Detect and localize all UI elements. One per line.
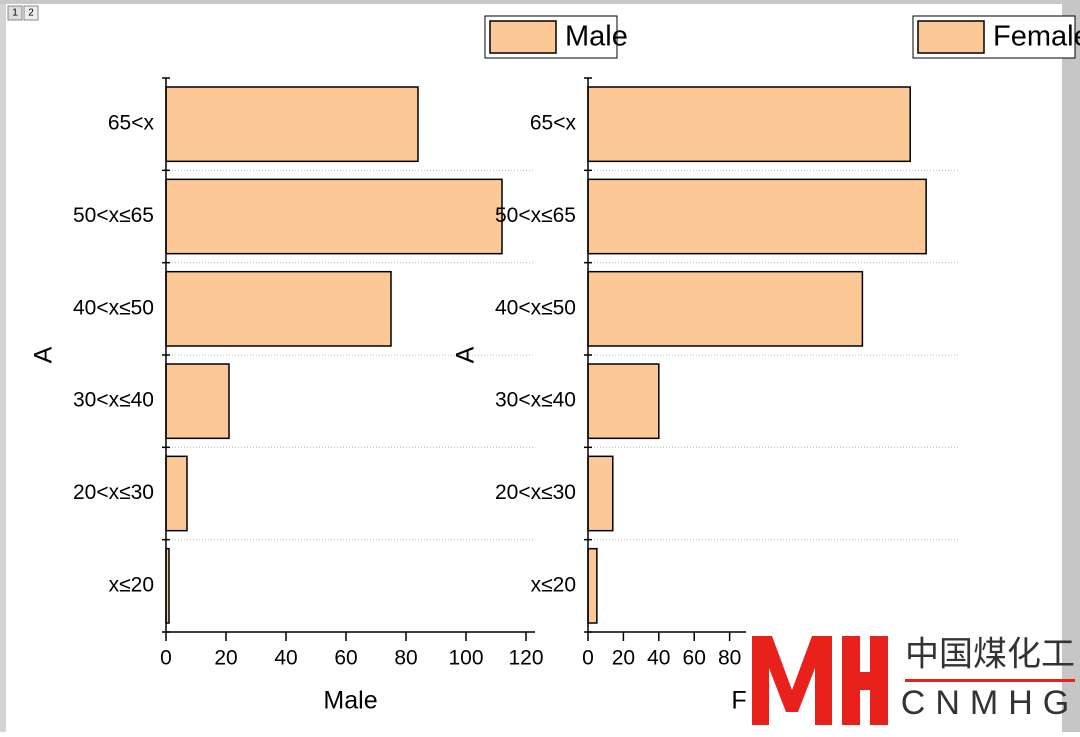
page-tab[interactable] xyxy=(7,5,23,21)
bar xyxy=(587,86,911,163)
top-border xyxy=(0,0,1080,4)
legend-swatch xyxy=(917,20,985,54)
bar xyxy=(165,270,392,347)
y-tick-label: 30<x≤40 xyxy=(73,389,154,412)
x-tick-label: 20 xyxy=(612,647,635,670)
scrollbar[interactable] xyxy=(1062,0,1080,732)
legend-swatch xyxy=(489,20,557,54)
bar xyxy=(587,455,614,532)
bar xyxy=(165,455,188,532)
y-tick-label: x≤20 xyxy=(109,573,154,596)
watermark-subtitle: CNMHG xyxy=(901,684,1079,722)
bar xyxy=(165,86,419,163)
watermark-title: 中国煤化工 xyxy=(905,635,1075,675)
bar xyxy=(587,270,864,347)
bar xyxy=(587,547,598,624)
x-tick-label: 40 xyxy=(274,647,297,670)
logo-m xyxy=(752,636,832,725)
logo-h xyxy=(842,636,888,725)
y-tick-label: 20<x≤30 xyxy=(73,481,154,504)
legend-label: Female xyxy=(993,21,1080,53)
x-tick-label: 0 xyxy=(160,647,172,670)
bar xyxy=(587,363,660,440)
left-border xyxy=(0,0,6,732)
legend-label: Male xyxy=(565,21,628,53)
x-tick-label: 120 xyxy=(508,647,543,670)
x-tick-label: 60 xyxy=(683,647,706,670)
y-tick-label: 40<x≤50 xyxy=(495,296,576,319)
page-tab[interactable] xyxy=(23,5,39,21)
watermark: 中国煤化工 CNMHG xyxy=(746,629,1079,732)
y-tick-label: 50<x≤65 xyxy=(73,204,154,227)
x-tick-label: 0 xyxy=(582,647,594,670)
y-tick-label: 40<x≤50 xyxy=(73,296,154,319)
y-tick-label: 50<x≤65 xyxy=(495,204,576,227)
y-tick-label: 65<x xyxy=(530,112,577,135)
x-tick-label: 100 xyxy=(448,647,483,670)
page-tab-label[interactable]: 2 xyxy=(28,8,34,19)
bar xyxy=(587,178,927,255)
page-tab-label[interactable]: 1 xyxy=(12,8,18,19)
y-tick-label: 65<x xyxy=(108,112,155,135)
bar xyxy=(165,363,230,440)
x-tick-label: 40 xyxy=(647,647,670,670)
x-axis-title: Male xyxy=(323,687,377,715)
watermark-rule xyxy=(905,679,1075,682)
y-axis-title: A xyxy=(452,346,480,363)
x-tick-label: 80 xyxy=(394,647,417,670)
y-tick-label: 30<x≤40 xyxy=(495,389,576,412)
x-tick-label: 60 xyxy=(334,647,357,670)
y-tick-label: 20<x≤30 xyxy=(495,481,576,504)
y-axis-title: A xyxy=(30,346,58,363)
y-tick-label: x≤20 xyxy=(531,573,576,596)
x-tick-label: 20 xyxy=(214,647,237,670)
bar xyxy=(165,178,503,255)
x-tick-label: 80 xyxy=(718,647,741,670)
